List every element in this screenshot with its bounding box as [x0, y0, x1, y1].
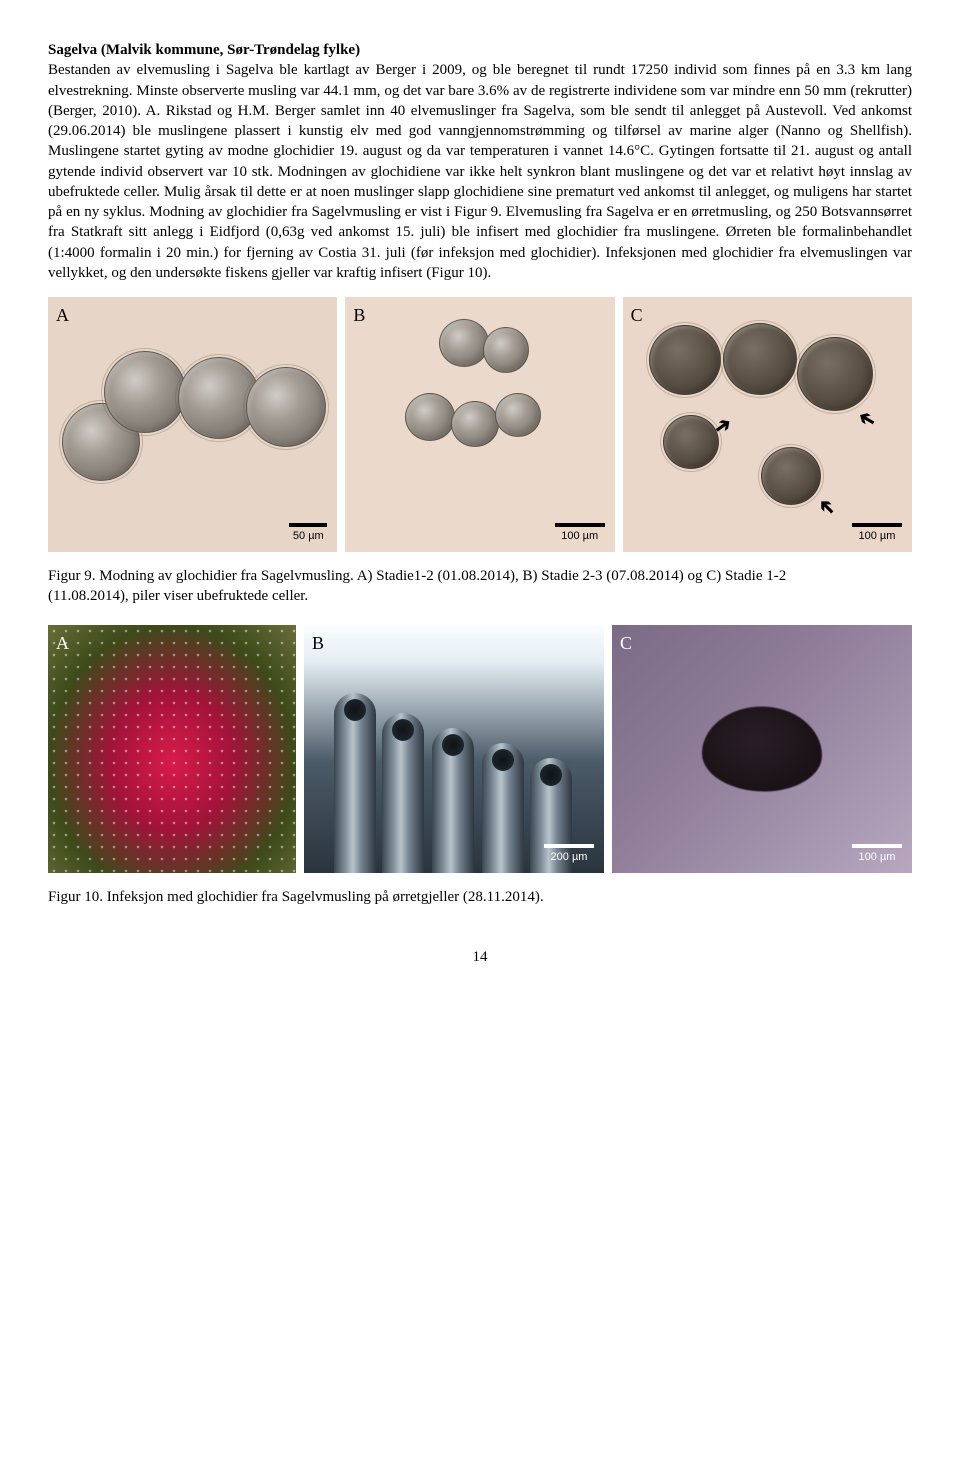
scalebar: 100 µm	[852, 844, 902, 865]
section-heading: Sagelva (Malvik kommune, Sør-Trøndelag f…	[48, 40, 912, 60]
figure-10-row: A B 200 µm C 100 µm	[48, 625, 912, 873]
figure-10-panel-a: A	[48, 625, 296, 873]
figure-9-caption: Figur 9. Modning av glochidier fra Sagel…	[48, 566, 808, 607]
figure-9-row: A 50 µm B 100 µm C	[48, 297, 912, 552]
gill-filament-icon	[382, 713, 424, 873]
gill-filament-icon	[482, 743, 524, 873]
page-number: 14	[48, 947, 912, 967]
glochidia-cells-icon: ➔ ➔ ➔	[623, 297, 912, 552]
figure-9-panel-b: B 100 µm	[345, 297, 614, 552]
figure-10-panel-b: B 200 µm	[304, 625, 604, 873]
glochidia-cells-icon	[48, 297, 337, 552]
figure-10-panel-c: C 100 µm	[612, 625, 912, 873]
scalebar: 100 µm	[852, 523, 902, 544]
gill-texture-icon	[48, 625, 296, 873]
figure-9-panel-c: C ➔ ➔ ➔ 100 µm	[623, 297, 912, 552]
gill-filament-icon	[334, 693, 376, 873]
gill-filament-icon	[432, 728, 474, 873]
scalebar: 200 µm	[544, 844, 594, 865]
body-paragraph: Bestanden av elvemusling i Sagelva ble k…	[48, 60, 912, 283]
figure-9-panel-a: A 50 µm	[48, 297, 337, 552]
figure-10-caption: Figur 10. Infeksjon med glochidier fra S…	[48, 887, 808, 907]
panel-label: C	[620, 631, 632, 655]
scalebar: 50 µm	[289, 523, 327, 544]
glochidium-icon	[702, 706, 822, 791]
glochidia-cells-icon	[345, 297, 614, 552]
scalebar: 100 µm	[555, 523, 605, 544]
panel-label: B	[312, 631, 324, 655]
